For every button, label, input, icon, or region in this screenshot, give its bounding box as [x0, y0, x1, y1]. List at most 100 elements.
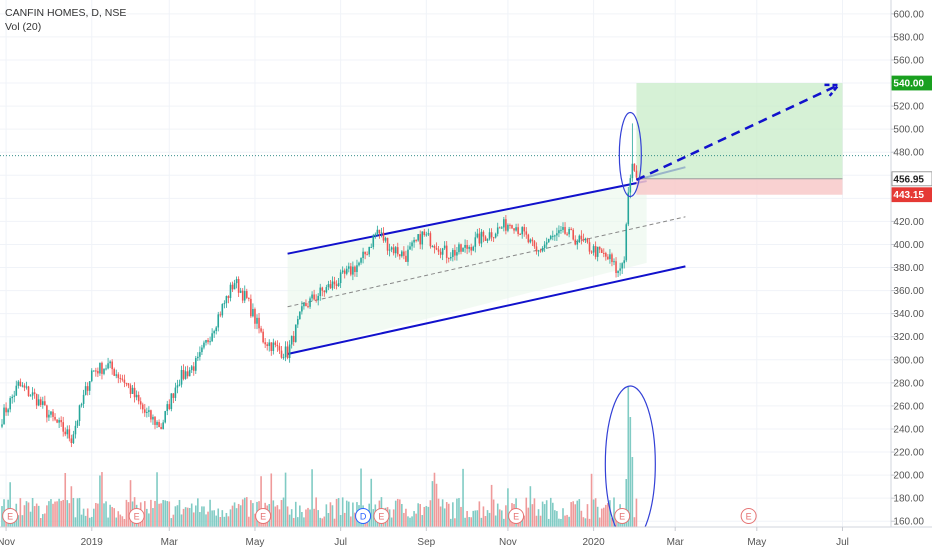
candle-body [113, 369, 115, 376]
candle-body [419, 234, 421, 245]
volume-bar [125, 499, 128, 527]
volume-bar [327, 513, 330, 527]
volume-bar [199, 512, 201, 527]
candle-body [254, 308, 256, 324]
volume-bar [23, 505, 26, 527]
candle-body [468, 247, 470, 249]
volume-bar [319, 517, 322, 527]
candle-body [292, 335, 295, 342]
volume-bar [341, 497, 344, 527]
candle-body [409, 246, 411, 250]
price-axis[interactable]: 160.00 180.00 200.00 220.00 240.00 260.00 280.… [890, 0, 932, 550]
candle-body [480, 231, 483, 244]
long-position-tool[interactable] [636, 83, 843, 195]
volume-bar [582, 517, 585, 527]
candle-body [178, 384, 181, 386]
volume-bar [82, 508, 85, 527]
candle-body [213, 331, 215, 334]
volume-bar [152, 508, 154, 527]
candle-body [435, 247, 438, 250]
volume-bar [62, 499, 64, 527]
candle-body [511, 225, 513, 229]
volume-bar [431, 481, 434, 527]
candle-body [341, 270, 344, 273]
candle-body [554, 235, 556, 237]
candle-body [458, 244, 460, 253]
volume-bar [93, 508, 95, 527]
candle-body [182, 369, 185, 379]
volume-bar [290, 509, 293, 527]
volume-bar [174, 506, 177, 527]
candle-body [209, 341, 211, 343]
volume-bar [284, 472, 287, 527]
candle-body [260, 328, 262, 332]
candle-body [386, 237, 389, 251]
volume-bar [409, 517, 411, 527]
volume-bar [547, 518, 550, 527]
candle-body [141, 404, 144, 410]
earnings-marker [128, 508, 145, 524]
channel-upper-line [287, 180, 647, 255]
volume-bar [276, 505, 279, 527]
volume-bar [545, 500, 548, 527]
volume-bar [572, 501, 574, 527]
candle-body [256, 317, 258, 324]
candle-body [358, 262, 360, 266]
volume-bar [207, 511, 209, 527]
price-tick-label: 520.00 [893, 102, 924, 113]
candle-body [197, 356, 199, 359]
symbol-title[interactable]: CANFIN HOMES, D, NSE [5, 7, 127, 19]
candle-body [484, 236, 487, 241]
volume-bar [490, 484, 493, 527]
volume-bar [278, 509, 281, 527]
volume-bar [17, 515, 20, 527]
candle-body [509, 224, 511, 226]
volume-bar [496, 503, 499, 527]
candle-body [66, 429, 69, 435]
volume-bar [554, 510, 556, 527]
candle-body [11, 396, 13, 399]
volume-bar [21, 515, 24, 527]
candle-body [186, 371, 189, 377]
candle-body [623, 260, 625, 264]
candle-body [313, 294, 315, 300]
candle-body [362, 251, 364, 259]
volume-bar [505, 505, 507, 527]
volume-bar [223, 516, 226, 527]
last-price-badge: 456.95 [893, 174, 924, 185]
candle-body [160, 427, 162, 430]
volume-indicator-label[interactable]: Vol (20) [5, 21, 42, 33]
volume-bar [195, 505, 197, 527]
candle-body [566, 233, 568, 235]
time-axis[interactable]: Nov 2019 Mar May Jul Sep Nov 2020 Mar May Jul [0, 526, 932, 550]
candle-body [329, 284, 332, 289]
volume-bar [468, 517, 470, 527]
last-price-badge-bg [891, 171, 932, 187]
candle-body [472, 246, 475, 251]
candle-body [229, 284, 232, 298]
candle-body [374, 234, 377, 237]
candle-body [164, 411, 166, 423]
volume-bar [233, 502, 236, 527]
volume-bar [574, 504, 577, 527]
volume-bar [484, 516, 487, 527]
candle-body [558, 230, 560, 234]
volume-bar [339, 515, 342, 527]
candle-body [327, 284, 330, 288]
volume-bar [272, 500, 275, 527]
candle-body [339, 272, 342, 284]
candle-body [619, 268, 621, 271]
volume-bar [613, 497, 615, 527]
candle-body [131, 387, 134, 394]
volume-bar [611, 518, 613, 527]
candle-body [223, 303, 226, 305]
volume-bar [156, 472, 158, 527]
price-tick-label: 160.00 [893, 517, 924, 528]
earnings-marker [2, 508, 19, 524]
candle-body [586, 238, 589, 243]
stop-zone [636, 178, 843, 195]
volume-bar [307, 507, 309, 527]
candle-body [5, 407, 7, 413]
